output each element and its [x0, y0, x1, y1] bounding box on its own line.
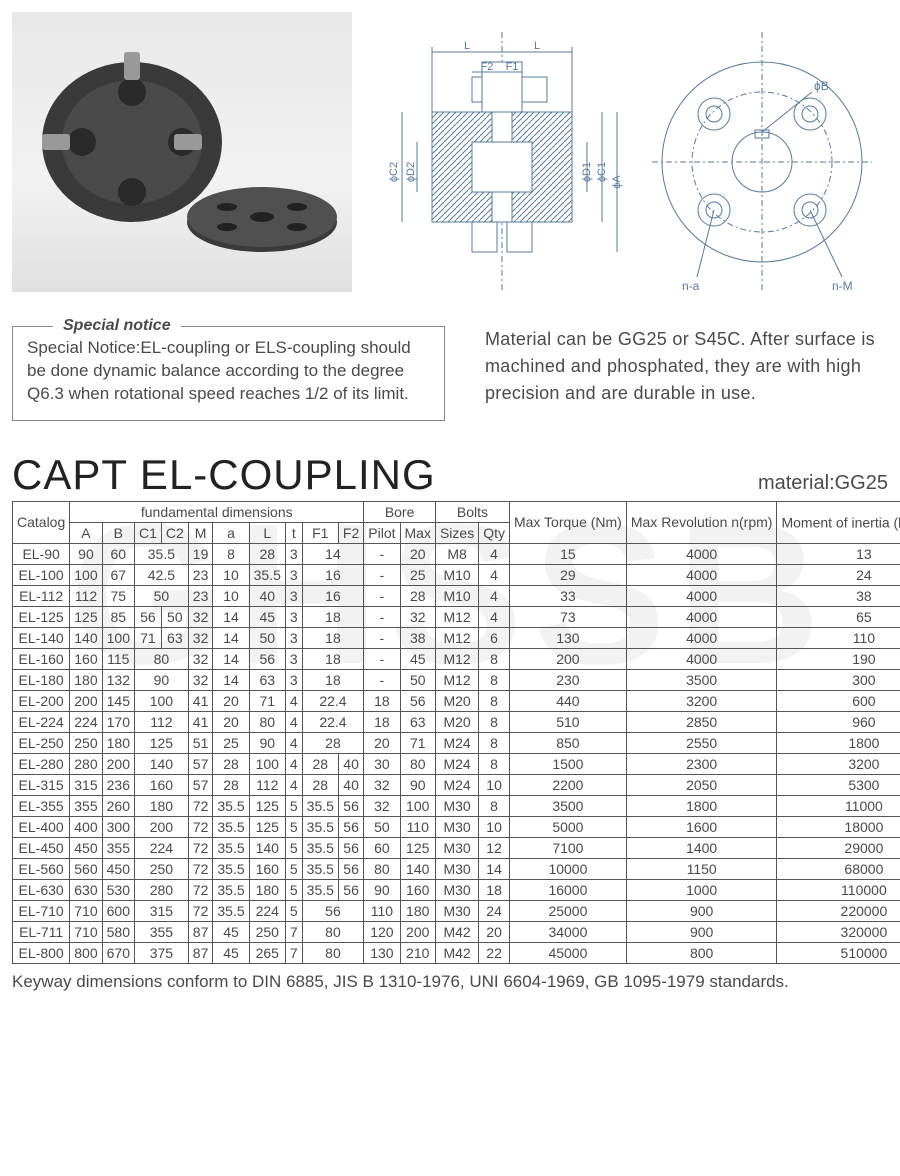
table-row: EL-125125855650321445318-32M124734000653…: [13, 606, 900, 627]
notice-row: Special notice Special Notice:EL-couplin…: [12, 326, 888, 421]
svg-text:ϕB: ϕB: [814, 79, 829, 93]
table-row: EL-2802802001405728100428403080M24815002…: [13, 753, 900, 774]
sub-sizes: Sizes: [435, 522, 478, 543]
sub-max: Max: [400, 522, 435, 543]
svg-text:L: L: [534, 40, 540, 52]
table-row: EL-4004003002007235.5125535.55650110M301…: [13, 816, 900, 837]
cross-section-diagram: L L F2 F1 ϕC2 ϕD2 ϕD1 ϕC1 ϕA: [372, 22, 632, 302]
svg-text:ϕC1: ϕC1: [596, 162, 608, 182]
table-row: EL-1001006742.5231035.5316-25M1042940002…: [13, 564, 900, 585]
material-description: Material can be GG25 or S45C. After surf…: [485, 326, 888, 407]
table-row: EL-224224170112412080422.41863M208510285…: [13, 711, 900, 732]
sub-A: A: [70, 522, 102, 543]
svg-text:ϕC2: ϕC2: [388, 162, 400, 182]
sub-M: M: [188, 522, 213, 543]
special-notice-box: Special notice Special Notice:EL-couplin…: [12, 326, 445, 421]
table-row: EL-6306305302807235.5180535.55690160M301…: [13, 879, 900, 900]
sub-C1: C1: [134, 522, 161, 543]
svg-text:ϕD1: ϕD1: [581, 162, 593, 182]
table-row: EL-5605604502507235.5160535.55680140M301…: [13, 858, 900, 879]
col-bolts: Bolts: [435, 501, 509, 522]
table-row: EL-3553552601807235.5125535.55632100M308…: [13, 795, 900, 816]
svg-text:F1: F1: [506, 61, 519, 73]
table-row: EL-7117105803558745250780120200M42203400…: [13, 921, 900, 942]
engineering-diagrams: L L F2 F1 ϕC2 ϕD2 ϕD1 ϕC1 ϕA: [372, 12, 888, 302]
front-view-diagram: n-a n-M ϕB: [642, 22, 882, 302]
title-row: CAPT EL-COUPLING material:GG25: [12, 451, 888, 499]
svg-text:n-a: n-a: [682, 279, 700, 293]
svg-text:ϕA: ϕA: [611, 175, 623, 189]
sub-t: t: [285, 522, 302, 543]
table-row: EL-1401401007163321450318-38M12613040001…: [13, 627, 900, 648]
col-bore: Bore: [364, 501, 436, 522]
product-photo: [12, 12, 352, 292]
notice-body: Special Notice:EL-coupling or ELS-coupli…: [27, 337, 430, 406]
table-row: EL-2502501801255125904282071M24885025501…: [13, 732, 900, 753]
table-row: EL-8008006703758745265780130210M42224500…: [13, 942, 900, 963]
sub-F2: F2: [338, 522, 363, 543]
sub-qty: Qty: [479, 522, 510, 543]
sub-L: L: [249, 522, 285, 543]
sub-C2: C2: [161, 522, 188, 543]
svg-text:n-M: n-M: [832, 279, 853, 293]
col-catalog: Catalog: [13, 501, 70, 543]
table-row: EL-200200145100412071422.41856M208440320…: [13, 690, 900, 711]
col-torque: Max Torque (Nm): [509, 501, 626, 543]
col-fundamental: fundamental dimensions: [70, 501, 364, 522]
col-inertia: Moment of inertia (kg.cm2): [777, 501, 900, 543]
table-row: EL-4504503552247235.5140535.55660125M301…: [13, 837, 900, 858]
table-row: EL-16016011580321456318-45M1282004000190…: [13, 648, 900, 669]
top-images-row: L L F2 F1 ϕC2 ϕD2 ϕD1 ϕC1 ϕA: [12, 12, 888, 302]
main-title: CAPT EL-COUPLING: [12, 451, 436, 499]
sub-a: a: [213, 522, 249, 543]
spec-table: Catalog fundamental dimensions Bore Bolt…: [12, 501, 900, 964]
svg-text:L: L: [464, 40, 470, 52]
svg-text:F2: F2: [481, 61, 494, 73]
col-rev: Max Revolution n(rpm): [626, 501, 777, 543]
notice-title: Special notice: [53, 317, 181, 335]
svg-text:ϕD2: ϕD2: [405, 162, 417, 182]
table-row: EL-7107106003157235.5224556110180M302425…: [13, 900, 900, 921]
table-row: EL-1121127550231040316-28M104334000382.6…: [13, 585, 900, 606]
table-row: EL-3153152361605728112428403290M24102200…: [13, 774, 900, 795]
sub-pilot: Pilot: [364, 522, 400, 543]
footnote: Keyway dimensions conform to DIN 6885, J…: [12, 970, 888, 994]
table-row: EL-90906035.519828314-20M84154000131.37: [13, 543, 900, 564]
sub-F1: F1: [302, 522, 338, 543]
material-label: material:GG25: [758, 472, 888, 495]
sub-B: B: [102, 522, 134, 543]
table-row: EL-18018013290321463318-50M1282303500300…: [13, 669, 900, 690]
